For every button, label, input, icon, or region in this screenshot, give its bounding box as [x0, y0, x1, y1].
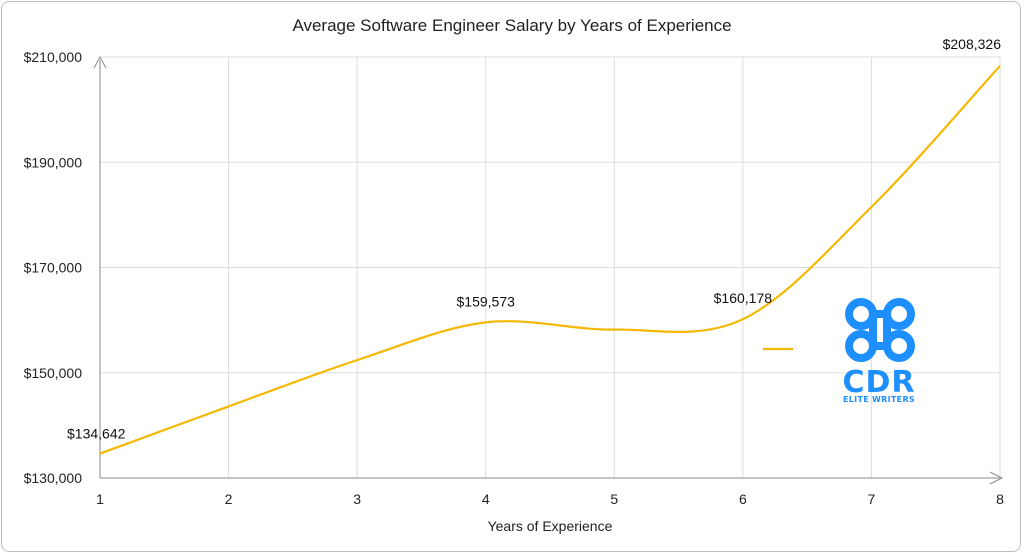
x-tick-label: 1 — [96, 491, 104, 507]
y-tick-labels: $130,000 $150,000 $170,000 $190,000 $210,000 — [24, 49, 83, 486]
x-tick-label: 8 — [996, 491, 1004, 507]
x-tick-label: 3 — [353, 491, 361, 507]
x-tick-label: 4 — [482, 491, 490, 507]
x-tick-labels: 1 2 3 4 5 6 7 8 — [96, 491, 1004, 507]
x-tick-label: 5 — [610, 491, 618, 507]
gridlines — [100, 56, 1001, 478]
data-label: $134,642 — [67, 426, 126, 442]
data-label: $160,178 — [714, 290, 773, 306]
x-axis-title: Years of Experience — [488, 518, 613, 534]
data-label: $159,573 — [457, 293, 516, 309]
x-tick-label: 7 — [868, 491, 876, 507]
cdr-logo-mark — [845, 298, 915, 362]
y-tick-label: $130,000 — [24, 470, 83, 486]
data-labels: $134,642 $159,573 $160,178 $208,326 — [67, 36, 1001, 442]
data-label: $208,326 — [943, 36, 1002, 52]
y-tick-label: $190,000 — [24, 154, 83, 170]
y-axis-arrow — [93, 55, 107, 69]
y-tick-label: $170,000 — [24, 260, 83, 276]
y-tick-label: $210,000 — [24, 49, 83, 65]
cdr-logo-text: CDR — [842, 365, 915, 400]
chart-title: Average Software Engineer Salary by Year… — [292, 16, 731, 35]
axes — [93, 55, 1004, 485]
series-line — [99, 65, 1001, 455]
y-tick-label: $150,000 — [24, 365, 83, 381]
x-tick-label: 2 — [225, 491, 233, 507]
cdr-logo: CDR ELITE WRITERS — [842, 298, 915, 404]
x-tick-label: 6 — [739, 491, 747, 507]
cdr-logo-subtext: ELITE WRITERS — [843, 395, 915, 404]
x-axis-arrow — [989, 471, 1004, 485]
